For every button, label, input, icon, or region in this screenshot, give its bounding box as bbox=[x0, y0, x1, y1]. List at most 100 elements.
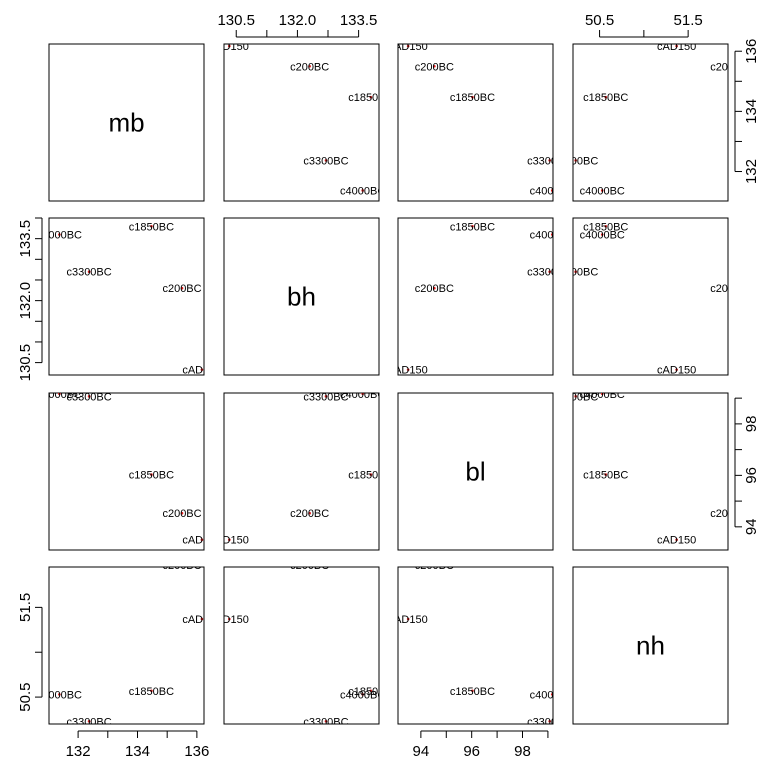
x-tick-label-mb: 134 bbox=[125, 743, 150, 760]
point-label: c1850BC bbox=[129, 470, 174, 482]
x-tick-label-mb: 132 bbox=[66, 743, 91, 760]
data-point bbox=[308, 564, 311, 567]
point-label: c4000BC bbox=[530, 230, 575, 242]
y-tick-label-nh: 50.5 bbox=[17, 682, 34, 711]
x-tick-label-bl: 98 bbox=[514, 743, 531, 760]
diagonal-label-nh: nh bbox=[636, 631, 665, 661]
panel-bh-bl bbox=[398, 218, 553, 375]
point-label: cAD150 bbox=[210, 41, 249, 53]
y-tick-label-bh: 130.5 bbox=[17, 344, 34, 382]
point-label: c1850BC bbox=[583, 92, 628, 104]
point-label: c1850BC bbox=[348, 92, 393, 104]
point-label: c3300BC bbox=[303, 391, 348, 403]
point-label: c4000BC bbox=[580, 185, 625, 197]
point-label: c4000BC bbox=[37, 230, 82, 242]
x-tick-label-mb: 136 bbox=[184, 743, 209, 760]
point-label: c200BC bbox=[710, 508, 749, 520]
point-label: c4000BC bbox=[340, 185, 385, 197]
point-label: c200BC bbox=[415, 61, 454, 73]
x-tick-label-top-bh: 130.5 bbox=[217, 12, 255, 29]
data-point bbox=[728, 65, 731, 68]
point-label: c1850BC bbox=[583, 221, 628, 233]
y-tick-label-bh: 133.5 bbox=[17, 220, 34, 258]
point-label: c1850BC bbox=[129, 686, 174, 698]
panel-points-bh-bl: c4000BC c3300BC c1850BC c200BC cAD150 bbox=[389, 221, 575, 376]
point-label: c4000BC bbox=[530, 689, 575, 701]
x-tick-label-top-nh: 51.5 bbox=[674, 12, 703, 29]
panel-points-bh-mb: c4000BC c3300BC c1850BC c200BC cAD150 bbox=[37, 221, 222, 376]
y-tick-label-right-mb: 134 bbox=[743, 99, 760, 124]
point-label: c3300BC bbox=[553, 391, 598, 403]
point-label: cAD150 bbox=[210, 614, 249, 626]
x-tick-label-bl: 94 bbox=[413, 743, 430, 760]
y-tick-label-nh: 51.5 bbox=[17, 593, 34, 622]
point-label: c3300BC bbox=[66, 267, 111, 279]
x-tick-label-top-bh: 133.5 bbox=[340, 12, 378, 29]
point-label: c3300BC bbox=[553, 155, 598, 167]
point-label: c1850BC bbox=[450, 221, 495, 233]
point-label: c1850BC bbox=[348, 470, 393, 482]
point-label: c3300BC bbox=[553, 267, 598, 279]
panel-mb-nh bbox=[573, 44, 728, 201]
panel-points-mb-nh: c4000BC c3300BC c1850BC c200BC cAD150 bbox=[553, 41, 749, 197]
diagonal-label-bl: bl bbox=[465, 457, 485, 487]
panel-bl-mb bbox=[49, 393, 204, 550]
panel-points-nh-bh: c4000BC c3300BC c1850BC c200BC cAD150 bbox=[210, 560, 394, 728]
point-label: cAD150 bbox=[182, 535, 221, 547]
panel-points-mb-bl: c4000BC c3300BC c1850BC c200BC cAD150 bbox=[389, 41, 575, 197]
point-label: c1850BC bbox=[348, 686, 393, 698]
point-label: cAD150 bbox=[389, 41, 428, 53]
point-label: c200BC bbox=[415, 283, 454, 295]
x-tick-label-top-nh: 50.5 bbox=[585, 12, 614, 29]
y-tick-label-right-mb: 136 bbox=[743, 39, 760, 64]
point-label: cAD150 bbox=[182, 614, 221, 626]
point-label: c3300BC bbox=[303, 155, 348, 167]
point-label: c200BC bbox=[415, 560, 454, 572]
y-tick-label-right-bl: 96 bbox=[743, 467, 760, 484]
y-tick-label-right-bl: 94 bbox=[743, 518, 760, 535]
point-label: c3300BC bbox=[66, 716, 111, 728]
point-label: c3300BC bbox=[303, 716, 348, 728]
point-label: cAD150 bbox=[210, 535, 249, 547]
y-tick-label-bh: 132.0 bbox=[17, 282, 34, 320]
point-label: cAD150 bbox=[182, 365, 221, 377]
y-tick-label-right-bl: 98 bbox=[743, 416, 760, 433]
panel-points-mb-bh: c4000BC c3300BC c1850BC c200BC cAD150 bbox=[210, 41, 394, 197]
point-label: cAD150 bbox=[657, 535, 696, 547]
point-label: c3300BC bbox=[527, 155, 572, 167]
point-label: cAD150 bbox=[657, 41, 696, 53]
point-label: c1850BC bbox=[583, 470, 628, 482]
point-label: c4000BC bbox=[37, 689, 82, 701]
point-label: c4000BC bbox=[530, 185, 575, 197]
point-label: cAD150 bbox=[657, 365, 696, 377]
point-label: c200BC bbox=[162, 508, 201, 520]
data-point bbox=[433, 564, 436, 567]
panel-points-bl-bh: c4000BCc3300BCc1850BCc200BCcAD150 bbox=[210, 389, 394, 547]
panel-bh-mb bbox=[49, 218, 204, 375]
x-tick-label-bl: 96 bbox=[463, 743, 480, 760]
point-label: c200BC bbox=[162, 560, 201, 572]
point-label: c200BC bbox=[710, 283, 749, 295]
point-label: cAD150 bbox=[389, 614, 428, 626]
point-label: c200BC bbox=[290, 508, 329, 520]
point-label: c3300BC bbox=[527, 716, 572, 728]
point-label: c200BC bbox=[290, 61, 329, 73]
point-label: c200BC bbox=[162, 283, 201, 295]
panel-points-nh-bl: c4000BC c3300BC c1850BC c200BC cAD150 bbox=[389, 560, 575, 728]
point-label: c200BC bbox=[290, 560, 329, 572]
point-label: c1850BC bbox=[450, 92, 495, 104]
y-tick-label-right-mb: 132 bbox=[743, 159, 760, 184]
point-label: c1850BC bbox=[129, 221, 174, 233]
panel-points-bh-nh: c4000BCc3300BCc1850BCc200BCcAD150 bbox=[553, 221, 749, 376]
panel-points-bl-mb: c4000BCc3300BCc1850BCc200BCcAD150 bbox=[37, 389, 222, 547]
point-label: cAD150 bbox=[389, 365, 428, 377]
panel-points-nh-mb: c4000BC c3300BC c1850BC c200BC cAD150 bbox=[37, 560, 222, 728]
data-point bbox=[728, 512, 731, 515]
data-point bbox=[728, 287, 731, 290]
point-label: c1850BC bbox=[450, 686, 495, 698]
point-label: c3300BC bbox=[66, 391, 111, 403]
point-label: c3300BC bbox=[527, 267, 572, 279]
diagonal-label-bh: bh bbox=[287, 282, 316, 312]
